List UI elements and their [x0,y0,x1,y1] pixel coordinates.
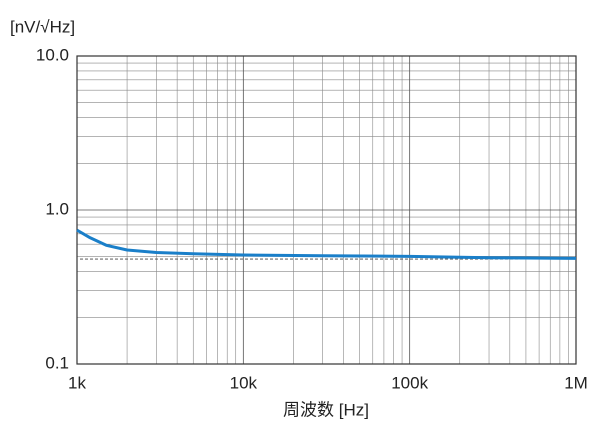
x-axis-label: 周波数 [Hz] [283,400,369,419]
x-tick-label: 1M [564,373,588,392]
data-line [76,228,577,260]
x-tick-label: 100k [391,373,428,392]
y-tick-label: 0.1 [45,353,69,372]
x-tick-label: 1k [68,373,86,392]
y-tick-label: 10.0 [36,45,69,64]
y-axis-label: [nV/√Hz] [10,17,75,36]
plot-frame [76,55,577,365]
x-tick-label: 10k [230,373,258,392]
y-tick-label: 1.0 [45,199,69,218]
